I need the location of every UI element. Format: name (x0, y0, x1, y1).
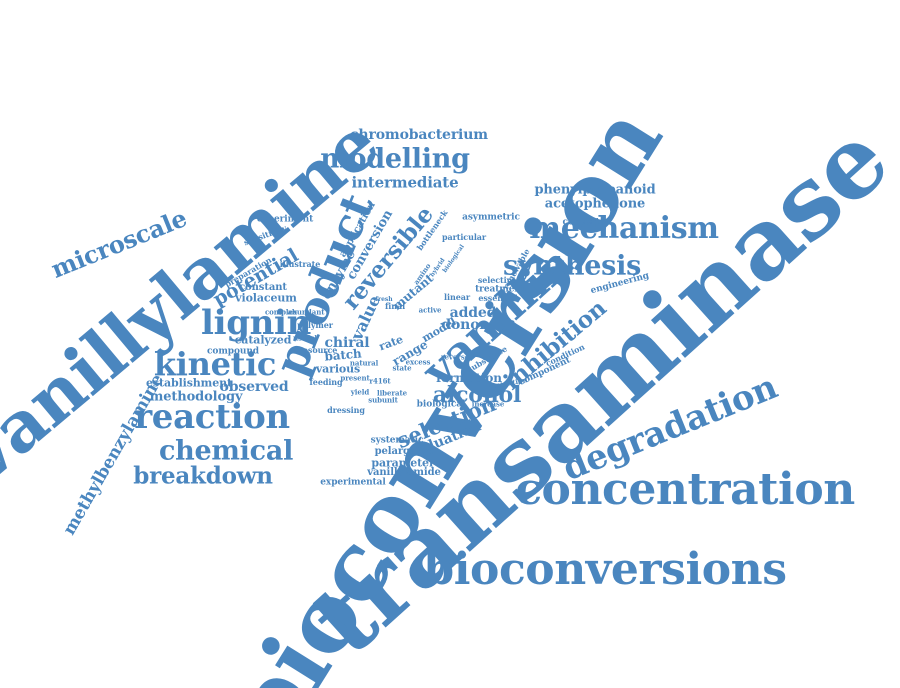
cloud-word-methodology: methodology (149, 389, 243, 405)
cloud-word-linear: linear (444, 292, 470, 302)
cloud-word-excess: excess (405, 357, 431, 367)
cloud-word-illustrate: illustrate (279, 259, 321, 269)
cloud-word-converted: converted (562, 217, 612, 228)
cloud-word-reverse: reverse (440, 352, 470, 362)
cloud-word-chiral: chiral (324, 335, 370, 351)
cloud-word-biological: biological (416, 399, 466, 410)
cloud-word-concentration: concentration (515, 464, 855, 515)
cloud-word-active: active (418, 305, 442, 315)
cloud-word-alcohol: alcohol (432, 382, 522, 408)
cloud-word-constant: constant (239, 282, 287, 293)
cloud-word-present: present (340, 373, 370, 383)
cloud-word-experiment: experiment (256, 214, 314, 225)
cloud-word-phenylpropanoid: phenylpropanoid (534, 182, 656, 198)
cloud-word-pelargonic: pelargonic (374, 446, 434, 457)
cloud-word-bioconversions: bioconversions (423, 544, 787, 595)
cloud-word-feeding: feeding (309, 377, 343, 387)
cloud-word-particular: particular (441, 232, 487, 242)
cloud-word-reaction: reaction (134, 397, 290, 437)
cloud-word-asymmetric: asymmetric (462, 212, 520, 223)
cloud-word-r416t: r416t (369, 376, 391, 386)
cloud-word-establishment: establishment (146, 376, 232, 390)
cloud-word-useful: useful (293, 333, 317, 343)
cloud-word-dressing: dressing (327, 405, 365, 415)
cloud-word-selective: selective (477, 275, 517, 285)
cloud-word-vanillylamide: vanillylamide (367, 467, 441, 478)
cloud-word-liberate: liberate (376, 388, 408, 398)
cloud-word-modelling: modelling (320, 143, 470, 175)
cloud-word-observed: observed (219, 379, 289, 395)
cloud-word-systematic: systematic (370, 435, 424, 446)
cloud-word-experimental: experimental (320, 477, 386, 488)
cloud-word-compound: compound (207, 346, 259, 357)
cloud-word-abundant: abundant (287, 307, 325, 317)
cloud-word-fresh: fresh (375, 296, 393, 303)
cloud-word-parameter: parameter (371, 456, 435, 470)
cloud-word-subunit: subunit (368, 395, 398, 405)
cloud-word-mechanism: mechanism (529, 211, 719, 246)
cloud-word-increase: increase (471, 399, 505, 409)
cloud-word-breakdown: breakdown (133, 462, 273, 490)
cloud-word-catalyzed: catalyzed (234, 333, 292, 347)
cloud-word-intermediate: intermediate (351, 173, 459, 192)
cloud-word-yield: yield (350, 387, 370, 397)
cloud-word-complex: complex (264, 307, 298, 317)
cloud-word-biological: biological (441, 243, 466, 275)
cloud-word-polymer: polymer (297, 320, 333, 330)
cloud-word-state: state (392, 363, 412, 373)
cloud-word-violaceum: violaceum (235, 291, 297, 305)
cloud-word-essential: essential (478, 293, 518, 303)
cloud-word-lignin: lignin (201, 303, 311, 343)
cloud-word-synthesis: synthesis (502, 250, 642, 282)
cloud-word-resource: resource (298, 345, 338, 355)
cloud-word-various: various (315, 362, 361, 376)
cloud-word-kinetic: kinetic (153, 345, 277, 383)
cloud-word-treatment: treatment (475, 284, 525, 295)
cloud-word-chemical: chemical (158, 435, 294, 467)
cloud-word-donor: donor (441, 317, 487, 333)
cloud-word-chromobacterium: chromobacterium (350, 127, 488, 143)
cloud-word-final: final (384, 301, 406, 311)
cloud-word-natural: natural (349, 358, 379, 368)
cloud-word-acetophenone: acetophenone (544, 196, 646, 212)
cloud-word-added: added (449, 305, 497, 321)
cloud-word-formation: formation (436, 371, 502, 385)
